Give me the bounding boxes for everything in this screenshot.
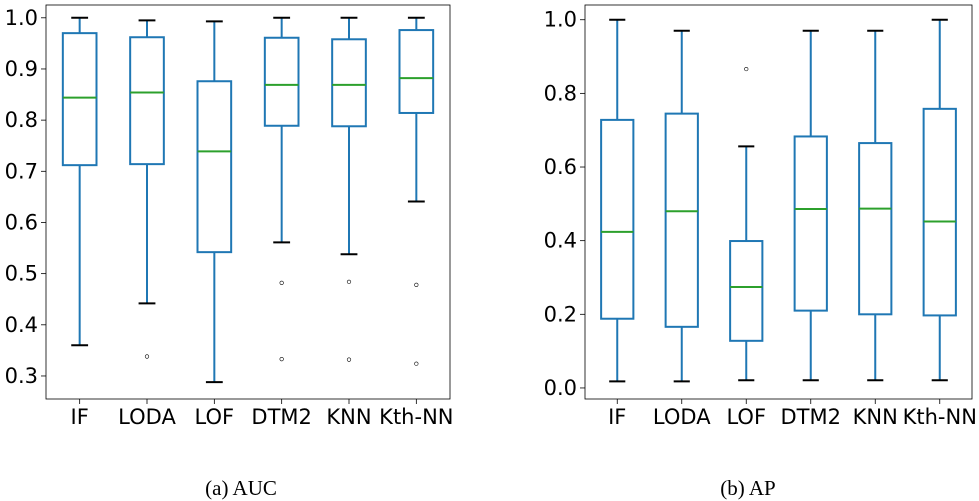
ap-box-dtm2 bbox=[793, 29, 828, 382]
iqr-box bbox=[729, 240, 764, 342]
auc-xtick-label: DTM2 bbox=[251, 405, 311, 429]
iqr-box bbox=[664, 112, 699, 328]
auc-box-knn bbox=[331, 16, 367, 362]
ap-box-kth-nn bbox=[922, 18, 957, 382]
auc-ytick-label: 0.9 bbox=[5, 57, 38, 81]
auc-ytick-label: 0.4 bbox=[5, 313, 38, 337]
iqr-box bbox=[793, 135, 828, 312]
ap-box-loda bbox=[664, 29, 699, 383]
ap-caption: (b) AP bbox=[720, 476, 776, 500]
ap-box-plot-panel: 0.0 0.2 0.4 0.6 0.8 1.0 IF LODA LOF DTM2 KNN Kth-NN bbox=[544, 4, 977, 429]
ap-ytick-label: 0.2 bbox=[544, 302, 577, 326]
auc-ytick-label: 1.0 bbox=[5, 6, 38, 30]
ap-xtick-label: Kth-NN bbox=[903, 405, 977, 429]
ap-axes-frame bbox=[584, 4, 973, 400]
ap-xtick-label: LODA bbox=[653, 405, 711, 429]
auc-ytick-label: 0.3 bbox=[5, 364, 38, 388]
ap-box-if bbox=[600, 18, 635, 383]
auc-ytick-label: 0.5 bbox=[5, 262, 38, 286]
auc-ytick-label: 0.6 bbox=[5, 210, 38, 234]
auc-box-dtm2 bbox=[263, 16, 300, 362]
iqr-box bbox=[129, 36, 165, 166]
auc-xtick-label: LODA bbox=[118, 405, 176, 429]
outlier-point bbox=[346, 357, 352, 362]
auc-box-loda bbox=[129, 19, 165, 359]
ap-xtick-label: IF bbox=[608, 405, 626, 429]
ap-xtick-label: LOF bbox=[726, 405, 766, 429]
ap-ytick-label: 0.8 bbox=[544, 81, 577, 105]
iqr-box bbox=[398, 29, 435, 114]
outlier-point bbox=[744, 66, 749, 72]
outlier-point bbox=[279, 356, 284, 362]
auc-xtick-label: Kth-NN bbox=[379, 405, 453, 429]
ap-xtick-label: KNN bbox=[853, 405, 898, 429]
ap-ytick-label: 0.0 bbox=[544, 376, 577, 400]
iqr-box bbox=[600, 118, 635, 320]
auc-xtick-label: IF bbox=[71, 405, 89, 429]
outlier-point bbox=[414, 361, 419, 366]
auc-xtick-label: KNN bbox=[326, 405, 371, 429]
ap-box-lof bbox=[729, 66, 764, 382]
iqr-box bbox=[61, 32, 98, 167]
outlier-point bbox=[346, 279, 352, 284]
auc-caption: (a) AUC bbox=[205, 476, 277, 500]
auc-xtick-label: LOF bbox=[195, 405, 235, 429]
outlier-point bbox=[144, 354, 150, 359]
auc-ytick-label: 0.7 bbox=[5, 159, 38, 183]
ap-ytick-label: 1.0 bbox=[544, 8, 577, 32]
auc-axes-frame bbox=[45, 4, 451, 400]
ap-box-knn bbox=[858, 29, 893, 382]
auc-box-lof bbox=[196, 20, 233, 384]
auc-box-if bbox=[61, 16, 98, 347]
iqr-box bbox=[858, 142, 893, 316]
outlier-point bbox=[414, 282, 419, 287]
auc-ytick-label: 0.8 bbox=[5, 108, 38, 132]
auc-box-plot-panel: 0.3 0.4 0.5 0.6 0.7 0.8 0.9 1.0 IF LODA LOF DTM2 KNN… bbox=[5, 4, 453, 429]
iqr-box bbox=[922, 107, 957, 317]
iqr-box bbox=[263, 36, 300, 127]
iqr-box bbox=[331, 38, 367, 128]
ap-ytick-label: 0.6 bbox=[544, 155, 577, 179]
ap-ytick-label: 0.4 bbox=[544, 229, 577, 253]
outlier-point bbox=[279, 280, 284, 285]
iqr-box bbox=[196, 80, 233, 254]
ap-xtick-label: DTM2 bbox=[781, 405, 841, 429]
auc-box-kth-nn bbox=[398, 16, 435, 366]
